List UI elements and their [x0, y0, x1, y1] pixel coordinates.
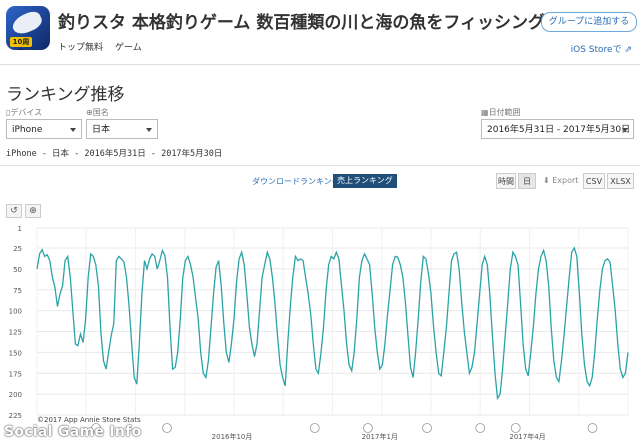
y-tick-label: 200 [9, 391, 22, 399]
download-ranking-tab[interactable]: ダウンロードランキング [252, 177, 340, 186]
app-category[interactable]: ゲーム [115, 43, 142, 53]
event-marker [422, 423, 432, 433]
device-icon: ▯ [6, 108, 11, 117]
event-marker [309, 423, 320, 433]
y-tick-label: 25 [13, 245, 22, 253]
country-select[interactable]: 日本 [86, 119, 158, 139]
date-range-select[interactable]: 2016年5月31日 - 2017年5月30日 [481, 119, 634, 139]
globe-icon: ⊕ [86, 108, 93, 117]
x-tick-label: 2017年1月 [362, 432, 398, 441]
zoom-in-icon[interactable]: ⊕ [25, 204, 41, 218]
hourly-button[interactable]: 時間 [496, 173, 516, 189]
x-tick-label: 2017年4月 [509, 432, 545, 441]
fish-icon [9, 8, 45, 38]
chevron-down-icon [146, 128, 152, 132]
revenue-ranking-tab[interactable]: 売上ランキング [333, 174, 397, 188]
download-icon: ⬇ [543, 176, 550, 185]
event-marker [363, 423, 373, 433]
anniversary-badge: 10周年 [10, 37, 32, 50]
app-title: 釣りスタ 本格釣りゲーム 数百種類の川と海の魚をフィッシング [58, 13, 545, 33]
add-to-group-button[interactable]: グループに追加する [541, 12, 637, 32]
chevron-down-icon [70, 128, 76, 132]
device-label: ▯デバイス [6, 108, 43, 117]
y-tick-label: 175 [9, 370, 22, 378]
section-title: ランキング推移 [6, 85, 125, 105]
date-range-value: 2016年5月31日 - 2017年5月30日 [487, 125, 631, 135]
csv-button[interactable]: CSV [583, 173, 605, 189]
y-tick-label: 125 [9, 329, 22, 337]
ranking-line [36, 246, 629, 401]
event-marker [162, 423, 172, 433]
ios-store-link[interactable]: iOS Storeで ⇗ [570, 45, 632, 55]
y-tick-label: 150 [9, 349, 22, 357]
xlsx-button[interactable]: XLSX [607, 173, 634, 189]
x-tick-label: 2016年10月 [212, 432, 253, 441]
y-tick-label: 50 [13, 266, 22, 274]
device-select-value: iPhone [12, 125, 43, 135]
timeline-markers [91, 423, 598, 433]
y-tick-label: 225 [9, 412, 22, 420]
app-meta: トップ無料 ゲーム [58, 40, 142, 53]
watermark: Social Game Info [4, 424, 142, 440]
event-marker [510, 423, 521, 433]
chart-credit: ©2017 App Annie Store Stats [37, 416, 141, 424]
calendar-icon: ▦ [481, 108, 489, 117]
event-marker [475, 423, 486, 433]
y-tick-label: 100 [9, 308, 22, 316]
event-marker [91, 423, 101, 433]
selection-summary: iPhone - 日本 - 2016年5月31日 - 2017年5月30日 [6, 149, 223, 159]
divider [0, 64, 640, 65]
country-label: ⊕国名 [86, 108, 109, 117]
y-tick-label: 1 [18, 225, 22, 233]
chevron-down-icon [622, 128, 628, 132]
daily-button[interactable]: 日 [518, 173, 536, 189]
export-label: Export [552, 176, 579, 185]
app-icon: 10周年 [6, 6, 50, 50]
y-tick-label: 75 [13, 287, 22, 295]
date-range-label: ▦日付範囲 [481, 108, 521, 117]
device-select[interactable]: iPhone [6, 119, 82, 139]
event-marker [587, 423, 598, 433]
export-button[interactable]: ⬇ Export [543, 176, 578, 185]
undo-icon[interactable]: ↺ [6, 204, 22, 218]
country-select-value: 日本 [92, 125, 111, 135]
divider [0, 165, 640, 166]
app-price: トップ無料 [58, 43, 104, 53]
x-axis-ticks: 2016年10月 2017年1月 2017年4月 [212, 432, 546, 441]
chart-grid [36, 227, 629, 416]
